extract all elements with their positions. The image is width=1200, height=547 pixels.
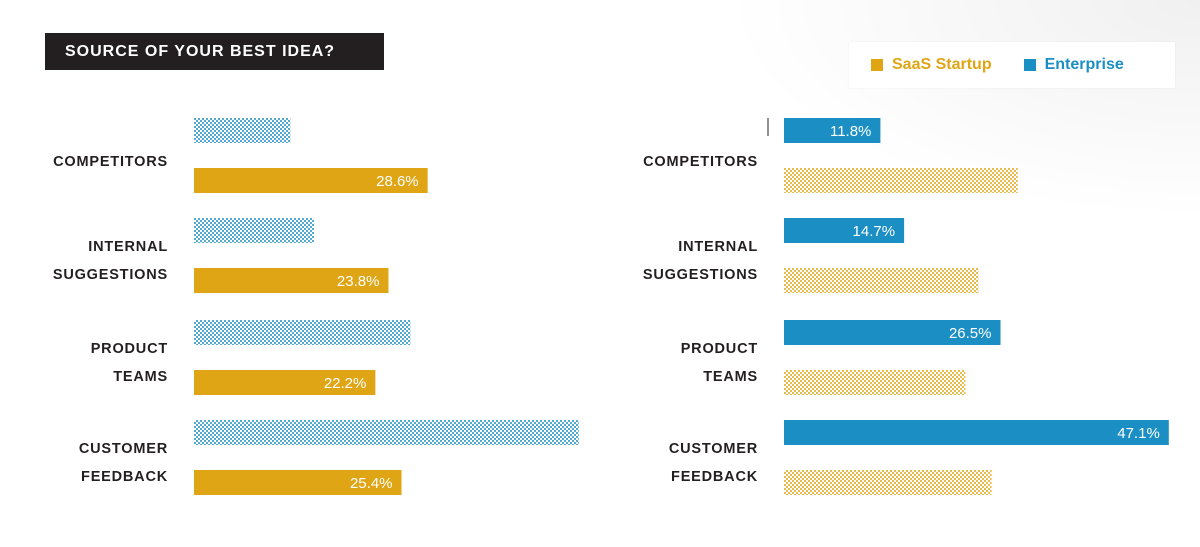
saas-panel-value-label-internal-suggestions: 23.8% [337, 273, 380, 290]
enterprise-panel-category-label-customer-feedback-line2: FEEDBACK [671, 469, 758, 485]
enterprise-panel-bar-saas-startup-product-teams [784, 370, 966, 395]
enterprise-panel-bar-enterprise-customer-feedback [784, 420, 1169, 445]
enterprise-panel-value-label-competitors: 11.8% [830, 123, 871, 140]
enterprise-panel-category-label-internal-suggestions-line1: INTERNAL [678, 239, 758, 255]
legend-label-enterprise: Enterprise [1044, 56, 1124, 73]
enterprise-panel-category-label-product-teams-line1: PRODUCT [681, 341, 758, 357]
saas-panel-category-label-internal-suggestions-line2: SUGGESTIONS [53, 267, 168, 283]
saas-panel-bar-enterprise-product-teams [194, 320, 411, 345]
legend-item-saas: SaaS Startup [871, 56, 992, 74]
saas-panel-bar-enterprise-customer-feedback [194, 420, 579, 445]
saas-panel-category-label-customer-feedback-line1: CUSTOMER [79, 441, 168, 457]
saas-panel-bar-saas-startup-internal-suggestions [194, 268, 389, 293]
saas-panel: 28.6% COMPETITORS 23.8% INTERNAL SUGGESTIONS… [53, 118, 579, 495]
enterprise-panel-category-label-customer-feedback-line1: CUSTOMER [669, 441, 758, 457]
saas-panel-bar-saas-startup-customer-feedback [194, 470, 402, 495]
enterprise-panel-bar-saas-startup-competitors [784, 168, 1018, 193]
saas-panel-value-label-customer-feedback: 25.4% [350, 475, 393, 492]
enterprise-panel-bar-saas-startup-customer-feedback [784, 470, 992, 495]
chart-title: SOURCE OF YOUR BEST IDEA? [45, 33, 384, 70]
chart-title-text: SOURCE OF YOUR BEST IDEA? [65, 42, 336, 60]
saas-panel-value-label-product-teams: 22.2% [324, 375, 367, 392]
enterprise-panel-category-label-product-teams-line2: TEAMS [703, 369, 758, 385]
saas-panel-bar-saas-startup-product-teams [194, 370, 376, 395]
saas-panel-category-label-internal-suggestions-line1: INTERNAL [88, 239, 168, 255]
legend: SaaS Startup Enterprise [849, 42, 1175, 88]
enterprise-panel-value-label-product-teams: 26.5% [949, 325, 992, 342]
legend-swatch-enterprise [1023, 59, 1036, 71]
enterprise-panel: 11.8% COMPETITORS 14.7% INTERNAL SUGGESTIONS… [643, 118, 1169, 495]
enterprise-panel-category-label-internal-suggestions-line2: SUGGESTIONS [643, 267, 758, 283]
enterprise-panel-bar-enterprise-internal-suggestions [784, 218, 905, 243]
legend-item-enterprise: Enterprise [1023, 56, 1124, 74]
enterprise-panel-category-label-competitors: COMPETITORS [643, 154, 758, 170]
enterprise-panel-bar-saas-startup-internal-suggestions [784, 268, 979, 293]
legend-label-saas: SaaS Startup [892, 56, 992, 73]
saas-panel-bar-enterprise-internal-suggestions [194, 218, 315, 243]
saas-panel-bar-saas-startup-competitors [194, 168, 428, 193]
saas-panel-bar-enterprise-competitors [194, 118, 291, 143]
legend-swatch-saas [871, 59, 883, 71]
saas-panel-value-label-competitors: 28.6% [376, 173, 419, 190]
saas-panel-category-label-product-teams-line2: TEAMS [113, 369, 168, 385]
saas-panel-category-label-customer-feedback-line2: FEEDBACK [81, 469, 168, 485]
saas-panel-category-label-competitors: COMPETITORS [53, 154, 168, 170]
enterprise-panel-bar-enterprise-competitors [784, 118, 881, 143]
enterprise-panel-bar-enterprise-product-teams [784, 320, 1001, 345]
enterprise-panel-value-label-internal-suggestions: 14.7% [853, 223, 896, 240]
saas-panel-category-label-product-teams-line1: PRODUCT [91, 341, 168, 357]
enterprise-panel-value-label-customer-feedback: 47.1% [1117, 425, 1160, 442]
